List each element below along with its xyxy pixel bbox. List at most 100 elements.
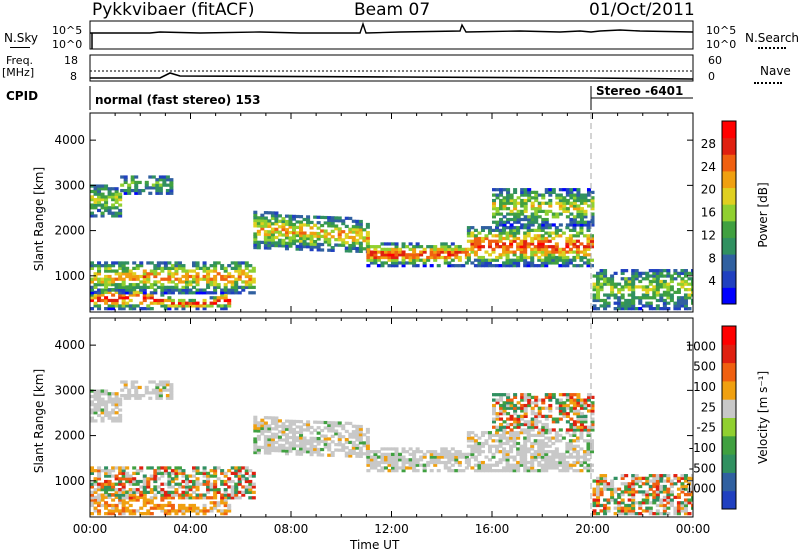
velocity-cell: [97, 493, 102, 497]
power-cell: [405, 253, 410, 257]
velocity-cell: [408, 458, 413, 462]
velocity-cell: [128, 503, 133, 508]
velocity-cell: [405, 458, 410, 462]
power-cell: [267, 235, 272, 239]
velocity-cell: [220, 469, 225, 473]
power-cell: [244, 280, 249, 284]
power-cell: [170, 298, 175, 303]
velocity-cell: [499, 428, 504, 432]
power-cell: [394, 245, 399, 249]
power-cell: [589, 242, 595, 246]
power-cell: [523, 188, 528, 192]
velocity-cell: [227, 509, 232, 513]
power-cell: [547, 239, 552, 243]
velocity-cell: [107, 509, 112, 513]
power-cell: [547, 253, 552, 257]
power-cell: [209, 264, 214, 268]
power-cell: [90, 198, 95, 202]
power-cell: [274, 216, 279, 221]
power-cell: [415, 264, 420, 268]
power-cell: [450, 264, 455, 268]
velocity-cell: [447, 458, 452, 462]
velocity-cell: [530, 417, 535, 421]
velocity-cell: [174, 512, 179, 516]
power-cell: [592, 298, 597, 303]
power-cell: [537, 245, 542, 249]
power-cell: [673, 290, 678, 294]
velocity-cell: [516, 469, 521, 473]
velocity-cell: [111, 488, 116, 492]
velocity-cell: [170, 471, 175, 475]
velocity-cell: [114, 509, 119, 513]
velocity-cell: [568, 441, 573, 446]
power-cell: [97, 288, 102, 292]
velocity-cell: [586, 403, 591, 408]
velocity-cell: [341, 443, 346, 447]
velocity-cell: [652, 498, 657, 502]
velocity-cell: [97, 512, 102, 516]
velocity-cell: [586, 409, 591, 413]
power-cell: [170, 264, 175, 268]
velocity-cell: [142, 496, 147, 500]
power-cell: [676, 288, 681, 292]
velocity-cell: [533, 433, 538, 437]
velocity-cell: [169, 383, 174, 387]
power-cell: [470, 239, 475, 243]
velocity-cell: [499, 425, 504, 429]
velocity-cell: [270, 421, 275, 425]
power-cell: [130, 178, 135, 182]
power-cell: [631, 293, 636, 297]
velocity-cell: [443, 450, 448, 454]
velocity-cell: [655, 509, 660, 513]
velocity-cell: [118, 493, 123, 497]
power-cell: [652, 274, 657, 278]
velocity-cell: [610, 487, 615, 491]
power-cell: [537, 236, 542, 241]
velocity-cell: [579, 436, 584, 440]
velocity-cell: [263, 448, 268, 452]
power-cell: [492, 193, 497, 197]
velocity-cell: [492, 393, 497, 397]
velocity-cell: [586, 450, 591, 454]
velocity-cell: [130, 385, 135, 390]
velocity-cell: [544, 406, 549, 410]
velocity-cell: [433, 463, 438, 467]
velocity-cell: [351, 443, 356, 447]
velocity-cell: [292, 419, 297, 424]
velocity-cell: [162, 383, 167, 387]
power-cell: [181, 301, 186, 305]
power-cell: [270, 211, 275, 215]
velocity-cell: [181, 496, 186, 500]
velocity-cell: [97, 389, 102, 393]
power-cell: [596, 277, 601, 281]
velocity-cell: [223, 503, 228, 508]
power-cell: [355, 227, 360, 232]
velocity-cell: [93, 501, 98, 505]
power-cell: [617, 282, 622, 286]
velocity-cell: [509, 417, 514, 421]
velocity-cell: [498, 469, 503, 473]
power-cell: [149, 285, 154, 289]
power-cell: [263, 235, 268, 239]
power-cell: [394, 253, 399, 257]
power-cell: [447, 264, 452, 268]
velocity-cell: [480, 433, 485, 437]
power-cell: [433, 250, 438, 254]
power-cell: [256, 216, 261, 220]
velocity-cell: [366, 458, 371, 462]
velocity-cell: [302, 450, 307, 454]
velocity-cell: [188, 496, 193, 500]
velocity-cell: [184, 482, 189, 486]
velocity-cell: [627, 512, 632, 516]
velocity-cell: [223, 498, 228, 502]
velocity-cell: [348, 451, 353, 455]
power-cell: [107, 211, 112, 215]
power-cell: [223, 288, 228, 292]
velocity-cell: [683, 509, 688, 513]
power-cell: [551, 261, 556, 265]
power-cell: [523, 193, 528, 197]
nsky-underline: [10, 47, 30, 48]
velocity-cell: [526, 447, 531, 451]
power-cell: [558, 234, 563, 238]
velocity-cell: [306, 420, 311, 424]
